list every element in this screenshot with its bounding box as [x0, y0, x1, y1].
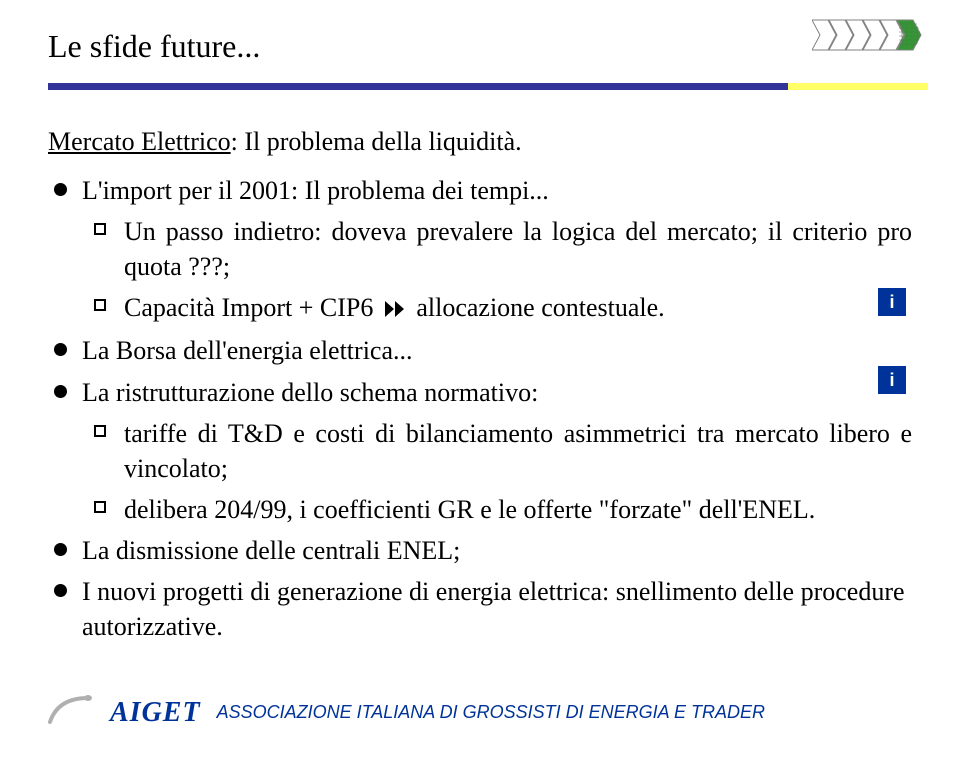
sub-list: tariffe di T&D e costi di bilanciamento …: [92, 416, 912, 527]
bullet-list: L'import per il 2001: Il problema dei te…: [48, 173, 912, 644]
page-title: Le sfide future...: [48, 28, 912, 65]
list-item: La Borsa dell'energia elettrica...: [48, 333, 912, 368]
list-item: delibera 204/99, i coefficienti GR e le …: [92, 492, 912, 527]
list-item: La dismissione delle centrali ENEL;: [48, 533, 912, 568]
bullet-text: La ristrutturazione dello schema normati…: [82, 378, 538, 407]
list-item: Un passo indietro: doveva prevalere la l…: [92, 214, 912, 284]
subtitle-underlined: Mercato Elettrico: [48, 127, 231, 156]
subtitle: Mercato Elettrico: Il problema della liq…: [48, 124, 912, 159]
info-badge-icon[interactable]: i: [878, 288, 906, 316]
bullet-text: L'import per il 2001: Il problema dei te…: [82, 176, 549, 205]
title-underline-accent: [788, 83, 928, 90]
sub-list: Un passo indietro: doveva prevalere la l…: [92, 214, 912, 327]
info-badge-icon[interactable]: i: [878, 366, 906, 394]
list-item: tariffe di T&D e costi di bilanciamento …: [92, 416, 912, 486]
logo-text: AIGET: [110, 697, 201, 729]
list-item: La ristrutturazione dello schema normati…: [48, 375, 912, 527]
progress-chevrons-icon: [812, 18, 932, 57]
slide: Le sfide future... Mercato Elettrico: Il…: [0, 0, 960, 757]
title-underline: [48, 83, 928, 90]
fast-forward-icon: [384, 292, 406, 327]
list-item: I nuovi progetti di generazione di energ…: [48, 574, 912, 644]
footer: AIGET ASSOCIAZIONE ITALIANA DI GROSSISTI…: [0, 692, 960, 733]
footer-org-name: ASSOCIAZIONE ITALIANA DI GROSSISTI DI EN…: [217, 702, 765, 723]
logo-swoosh-icon: [48, 692, 94, 733]
subtitle-rest: : Il problema della liquidità.: [231, 127, 522, 156]
list-item: L'import per il 2001: Il problema dei te…: [48, 173, 912, 327]
info-badge-label: i: [889, 370, 894, 391]
sub-bullet-text-b: allocazione contestuale.: [416, 293, 664, 322]
info-badge-label: i: [889, 292, 894, 313]
slide-body: Mercato Elettrico: Il problema della liq…: [48, 124, 912, 644]
list-item: Capacità Import + CIP6 allocazione conte…: [92, 290, 912, 327]
sub-bullet-text-a: Capacità Import + CIP6: [124, 293, 373, 322]
